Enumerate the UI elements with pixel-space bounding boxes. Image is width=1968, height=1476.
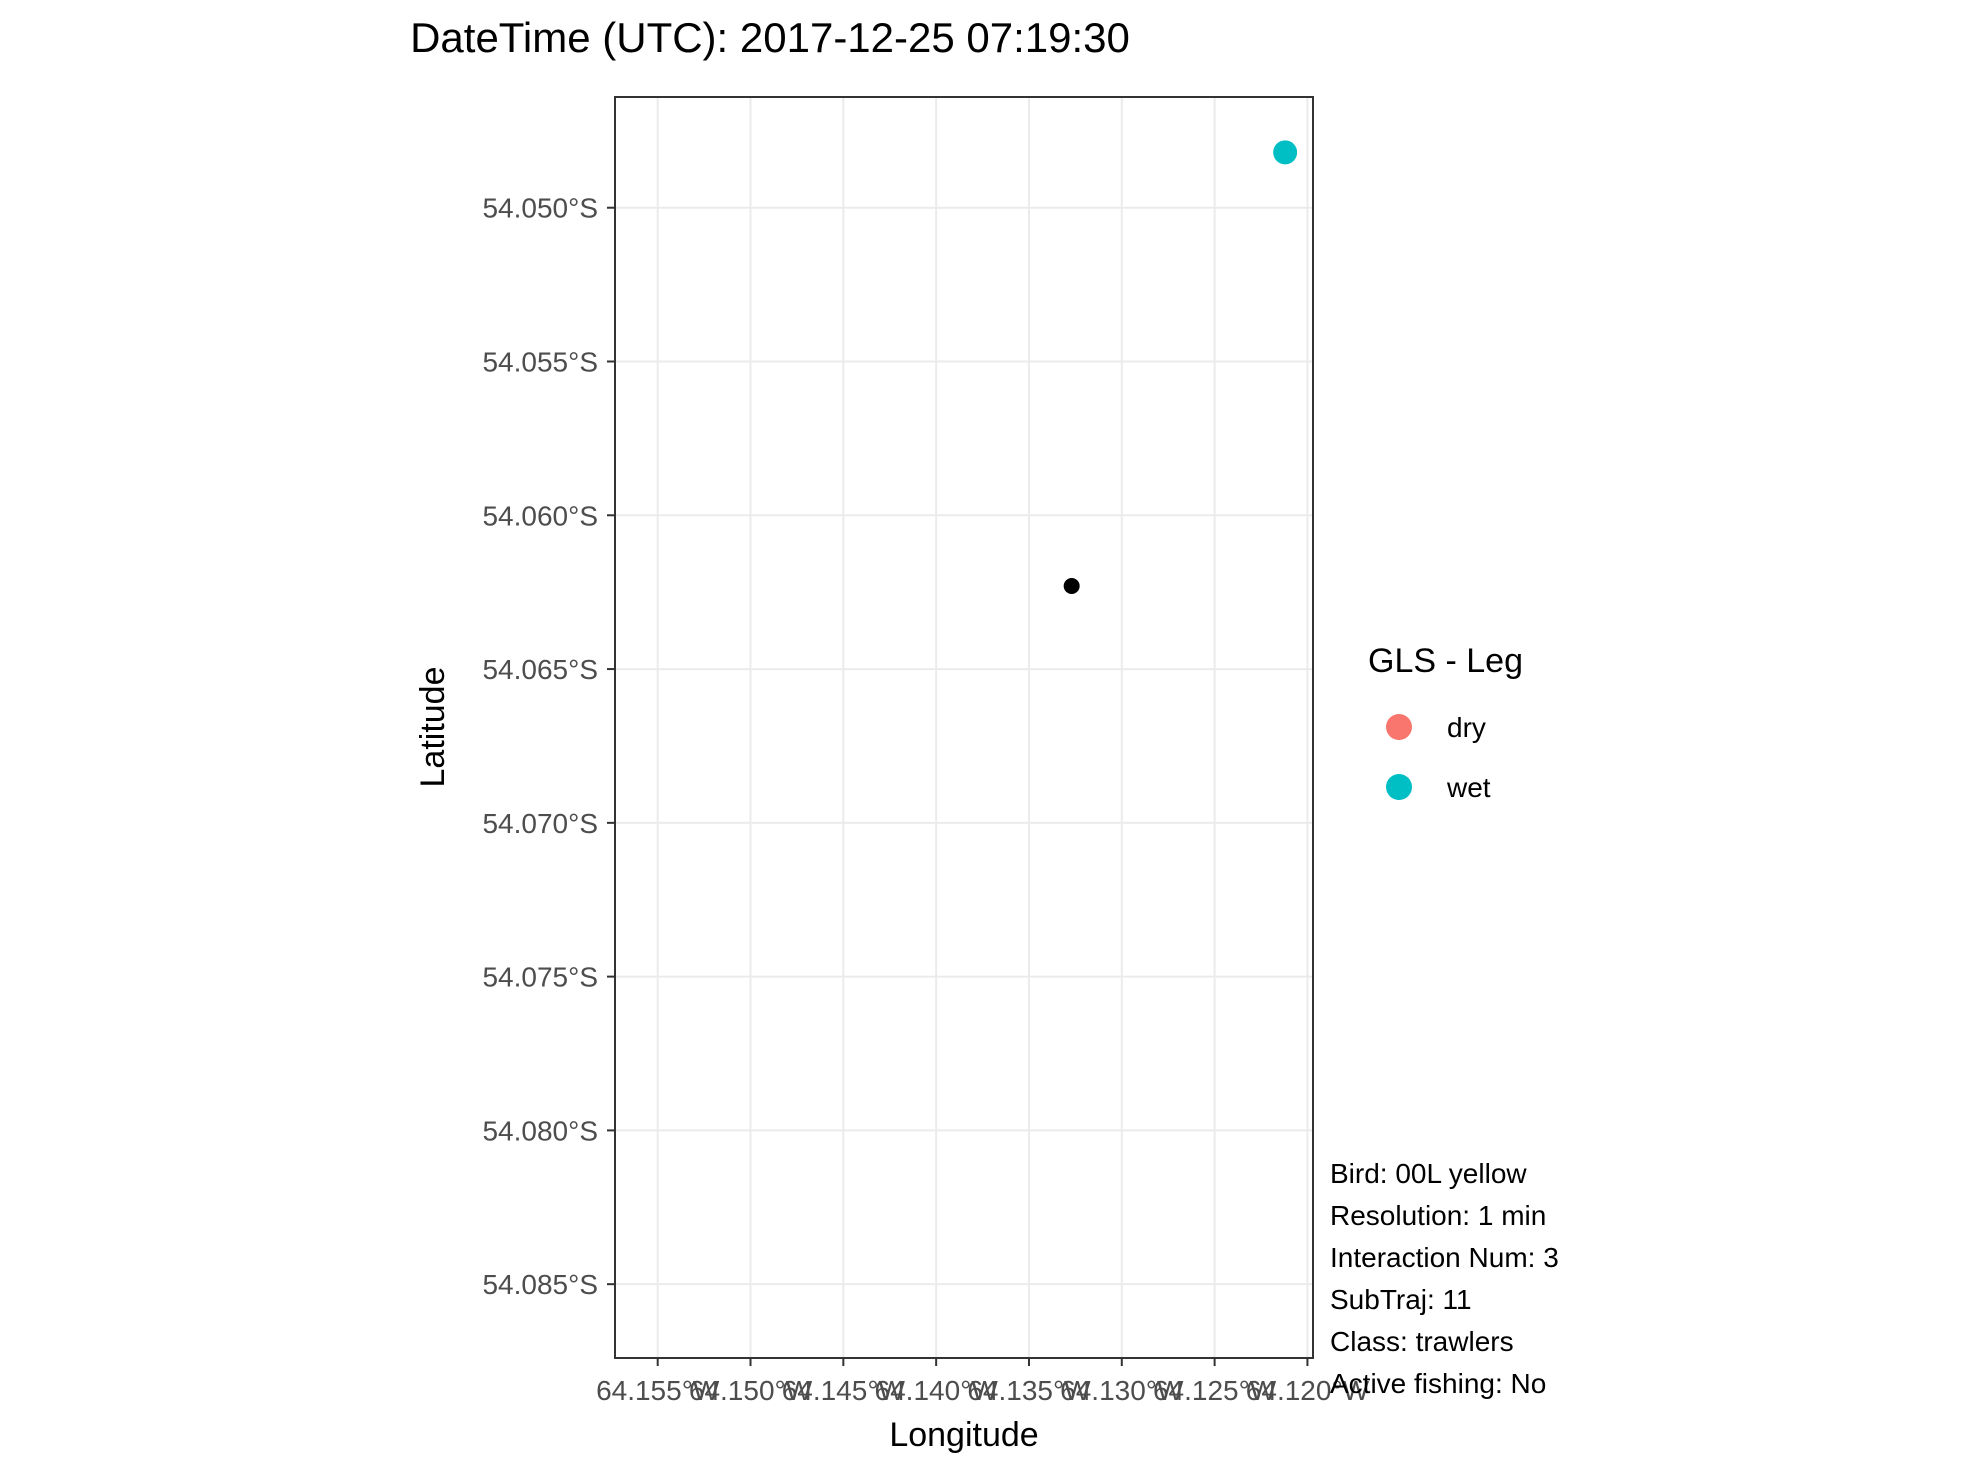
x-tick-label: 64.145°W [782,1375,906,1406]
annotation-line: Bird: 00L yellow [1330,1158,1527,1189]
y-tick-label: 54.080°S [482,1115,598,1146]
legend-title: GLS - Leg [1368,642,1523,680]
y-tick-label: 54.075°S [482,962,598,993]
x-tick-label: 64.120°W [1246,1375,1370,1406]
data-point-current [1063,578,1080,595]
annotation-line: Active fishing: No [1330,1368,1546,1399]
plot-panel-border [614,96,1314,1359]
legend-label-wet: wet [1446,772,1491,803]
legend-label-dry: dry [1447,712,1486,743]
y-axis-label: Latitude [414,667,452,788]
x-axis-label: Longitude [889,1416,1038,1454]
x-tick-label: 64.150°W [689,1375,813,1406]
chart-title: DateTime (UTC): 2017-12-25 07:19:30 [410,14,1130,61]
x-tick-label: 64.130°W [1060,1375,1184,1406]
data-points [1063,140,1298,595]
y-tick-label: 54.065°S [482,654,598,685]
y-tick-label: 54.060°S [482,500,598,531]
x-tick-label: 64.135°W [967,1375,1091,1406]
annotation-line: SubTraj: 11 [1330,1284,1472,1315]
data-point-wet [1273,140,1298,165]
annotation-line: Interaction Num: 3 [1330,1242,1559,1273]
x-tick-label: 64.140°W [875,1375,999,1406]
legend-key-dry [1386,714,1412,740]
y-tick-label: 54.055°S [482,347,598,378]
annotations: Bird: 00L yellow Resolution: 1 min Interac… [1330,1158,1559,1399]
x-tick-label: 64.125°W [1153,1375,1277,1406]
y-tick-label: 54.085°S [482,1269,598,1300]
y-tick-label: 54.070°S [482,808,598,839]
x-axis: 64.155°W64.150°W64.145°W64.140°W64.135°W… [596,1358,1370,1406]
y-tick-label: 54.050°S [482,193,598,224]
annotation-line: Class: trawlers [1330,1326,1514,1357]
legend-key-wet [1386,774,1412,800]
legend: dry wet [1386,712,1491,803]
x-tick-label: 64.155°W [596,1375,720,1406]
annotation-line: Resolution: 1 min [1330,1200,1546,1231]
y-axis: 54.050°S 54.055°S 54.060°S 54.065°S 54.070°S… [482,193,615,1300]
grid-lines [615,97,1313,1358]
